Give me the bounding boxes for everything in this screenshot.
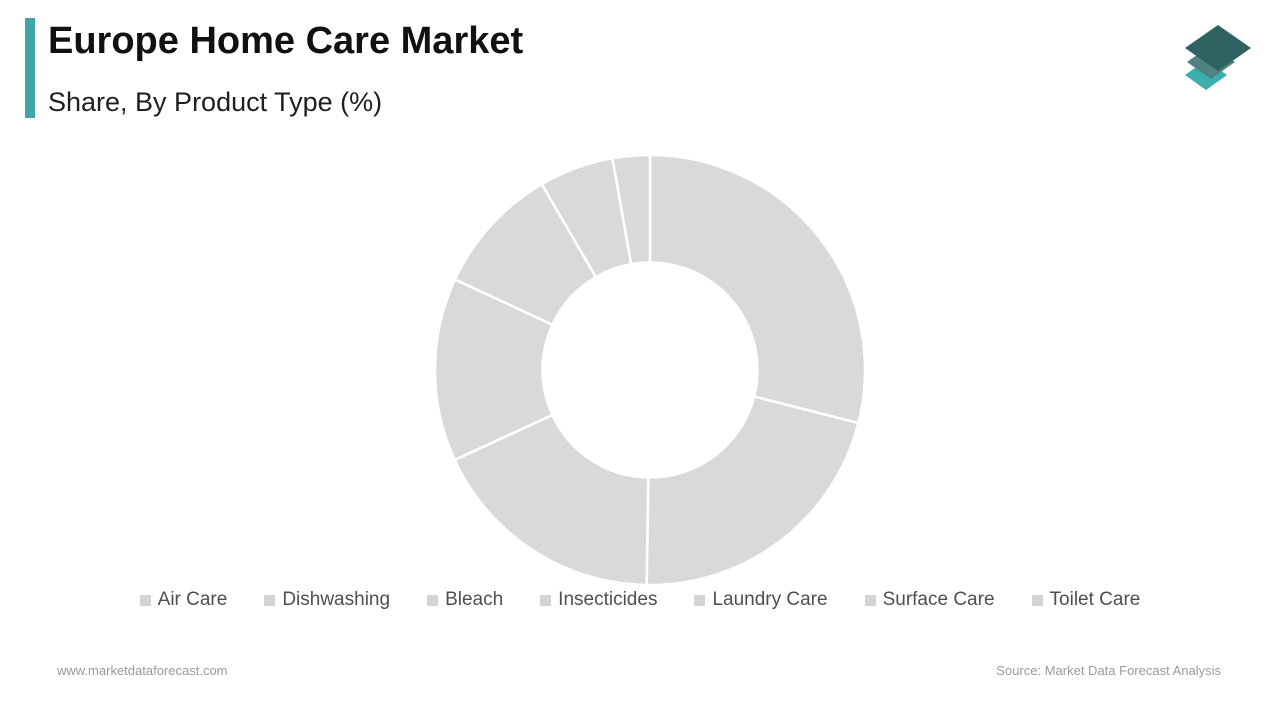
legend-marker-icon bbox=[264, 594, 276, 606]
page-title: Europe Home Care Market bbox=[48, 20, 524, 62]
legend-label: Surface Care bbox=[882, 589, 995, 610]
legend-item-dishwashing[interactable]: Dishwashing bbox=[264, 589, 390, 611]
market-data-forecast-logo-icon bbox=[1185, 25, 1251, 90]
legend-marker-icon bbox=[864, 594, 876, 606]
donut-chart bbox=[433, 153, 867, 587]
legend-item-toilet-care[interactable]: Toilet Care bbox=[1031, 589, 1141, 611]
legend-label: Dishwashing bbox=[282, 589, 391, 610]
legend-item-surface-care[interactable]: Surface Care bbox=[864, 589, 995, 611]
legend-marker-icon bbox=[1031, 594, 1043, 606]
page-subtitle: Share, By Product Type (%) bbox=[48, 87, 383, 117]
legend-marker-icon bbox=[139, 594, 151, 606]
legend-label: Toilet Care bbox=[1049, 589, 1141, 610]
donut-slice-air-care[interactable] bbox=[648, 153, 867, 425]
donut-slice-insecticides[interactable] bbox=[433, 277, 555, 462]
legend-item-laundry-care[interactable]: Laundry Care bbox=[694, 589, 828, 611]
donut-slice-bleach[interactable] bbox=[453, 413, 650, 587]
legend-label: Air Care bbox=[157, 589, 228, 610]
legend-label: Laundry Care bbox=[712, 589, 828, 610]
title-accent-bar bbox=[25, 18, 35, 118]
chart-legend: Air Care Dishwashing Bleach Insecticides Lau… bbox=[0, 589, 1280, 611]
legend-item-insecticides[interactable]: Insecticides bbox=[540, 589, 657, 611]
legend-item-air-care[interactable]: Air Care bbox=[139, 589, 228, 611]
legend-label: Insecticides bbox=[558, 589, 658, 610]
legend-marker-icon bbox=[427, 594, 439, 606]
legend-item-bleach[interactable]: Bleach bbox=[427, 589, 503, 611]
donut-slice-dishwashing[interactable] bbox=[645, 395, 860, 587]
legend-label: Bleach bbox=[445, 589, 504, 610]
source-text: Source: Market Data Forecast Analysis bbox=[996, 663, 1221, 678]
donut-slice-toilet-care[interactable] bbox=[610, 153, 652, 266]
legend-marker-icon bbox=[694, 594, 706, 606]
website-link[interactable]: www.marketdataforecast.com bbox=[57, 663, 228, 678]
legend-marker-icon bbox=[540, 594, 552, 606]
